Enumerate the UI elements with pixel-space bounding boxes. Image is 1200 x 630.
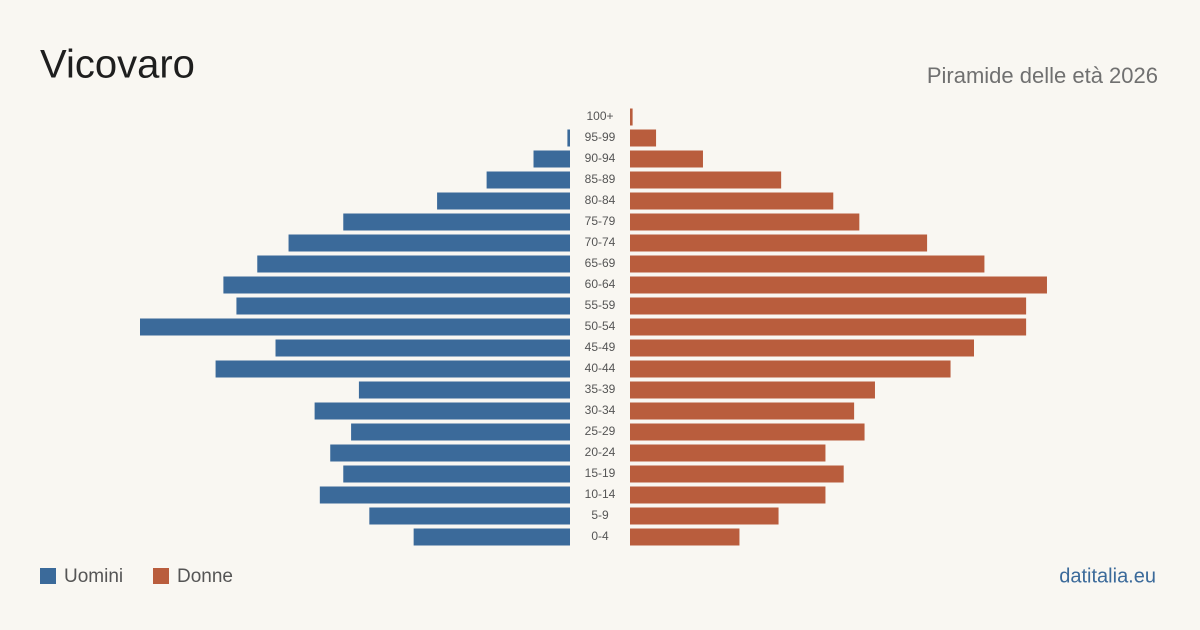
bar (630, 171, 782, 189)
bar (288, 234, 570, 252)
age-label: 90-94 (585, 151, 616, 165)
age-label: 30-34 (585, 403, 616, 417)
age-label: 60-64 (585, 277, 616, 291)
bar (343, 213, 570, 231)
age-label: 70-74 (585, 235, 616, 249)
legend-label: Donne (177, 566, 233, 587)
bar (437, 192, 570, 210)
bar (319, 486, 570, 504)
bar (343, 465, 570, 483)
bar (330, 444, 570, 462)
bar (236, 297, 570, 315)
age-label: 65-69 (585, 256, 616, 270)
bar (257, 255, 570, 273)
age-label: 25-29 (585, 424, 616, 438)
bar (630, 486, 826, 504)
bar (223, 276, 571, 294)
bar (630, 360, 951, 378)
age-label: 5-9 (591, 508, 609, 522)
age-label: 55-59 (585, 298, 616, 312)
bar (630, 402, 855, 420)
bar (369, 507, 570, 525)
legend-swatch (153, 568, 169, 584)
age-label: 15-19 (585, 466, 616, 480)
source: datitalia.eu (1059, 565, 1156, 587)
bar (630, 213, 860, 231)
bar (630, 465, 844, 483)
bar (533, 150, 570, 168)
bar (351, 423, 570, 441)
chart-title: Vicovaro (40, 43, 195, 87)
bar (630, 423, 865, 441)
bar (630, 528, 740, 546)
bar (486, 171, 570, 189)
age-label: 95-99 (585, 130, 616, 144)
bar (630, 507, 779, 525)
bar (314, 402, 570, 420)
bar (630, 255, 985, 273)
bar (215, 360, 571, 378)
bar (630, 276, 1047, 294)
bar (630, 318, 1027, 336)
age-label: 50-54 (585, 319, 616, 333)
bar (630, 339, 974, 357)
age-label: 85-89 (585, 172, 616, 186)
legend-swatch (40, 568, 56, 584)
bar (630, 234, 928, 252)
bar (275, 339, 570, 357)
age-label: 20-24 (585, 445, 616, 459)
legend-label: Uomini (64, 566, 123, 587)
bar (567, 129, 570, 147)
age-label: 45-49 (585, 340, 616, 354)
bar (358, 381, 570, 399)
bar (630, 129, 657, 147)
bar (630, 297, 1027, 315)
age-label: 35-39 (585, 382, 616, 396)
age-label: 40-44 (585, 361, 616, 375)
chart-subtitle: Piramide delle età 2026 (927, 63, 1158, 88)
bar (630, 108, 633, 126)
bar (630, 381, 875, 399)
age-label: 10-14 (585, 487, 616, 501)
age-label: 80-84 (585, 193, 616, 207)
age-label: 100+ (586, 109, 613, 123)
age-label: 0-4 (591, 529, 609, 543)
bar (140, 318, 570, 336)
bar (630, 150, 703, 168)
bar (413, 528, 570, 546)
bar (630, 444, 826, 462)
age-label: 75-79 (585, 214, 616, 228)
bar (630, 192, 834, 210)
